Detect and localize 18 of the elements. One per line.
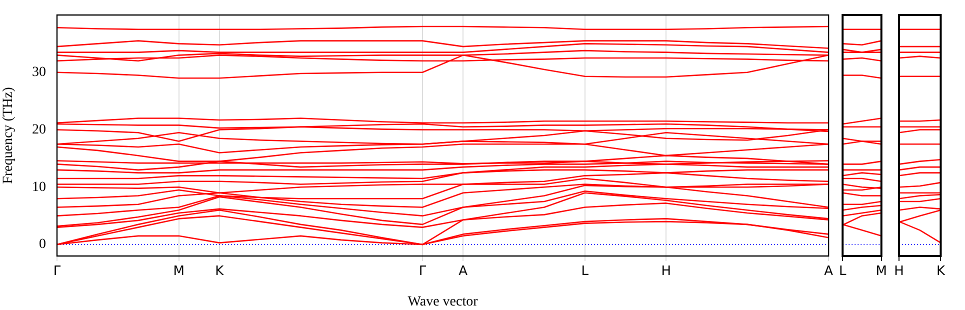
x-tick-label: Γ: [418, 264, 427, 280]
x-tick-label: A: [458, 264, 468, 280]
x-tick-label: K: [936, 264, 946, 280]
x-tick-label: L: [581, 264, 590, 280]
x-tick-label: H: [661, 264, 672, 280]
y-tick-label: 20: [32, 122, 46, 138]
x-tick-label: H: [894, 264, 904, 280]
x-tick-label: L: [838, 264, 847, 280]
y-tick-label: 10: [32, 180, 46, 195]
x-axis-title: Wave vector: [408, 294, 478, 310]
x-tick-label: A: [824, 264, 834, 280]
y-tick-label: 30: [32, 65, 46, 80]
x-tick-label: K: [215, 264, 224, 280]
x-tick-label: M: [173, 264, 184, 280]
x-tick-label: M: [876, 264, 887, 280]
y-tick-label: 0: [39, 237, 46, 252]
y-axis-title: Frequency (THz): [1, 86, 16, 184]
x-tick-label: Γ: [53, 264, 62, 280]
